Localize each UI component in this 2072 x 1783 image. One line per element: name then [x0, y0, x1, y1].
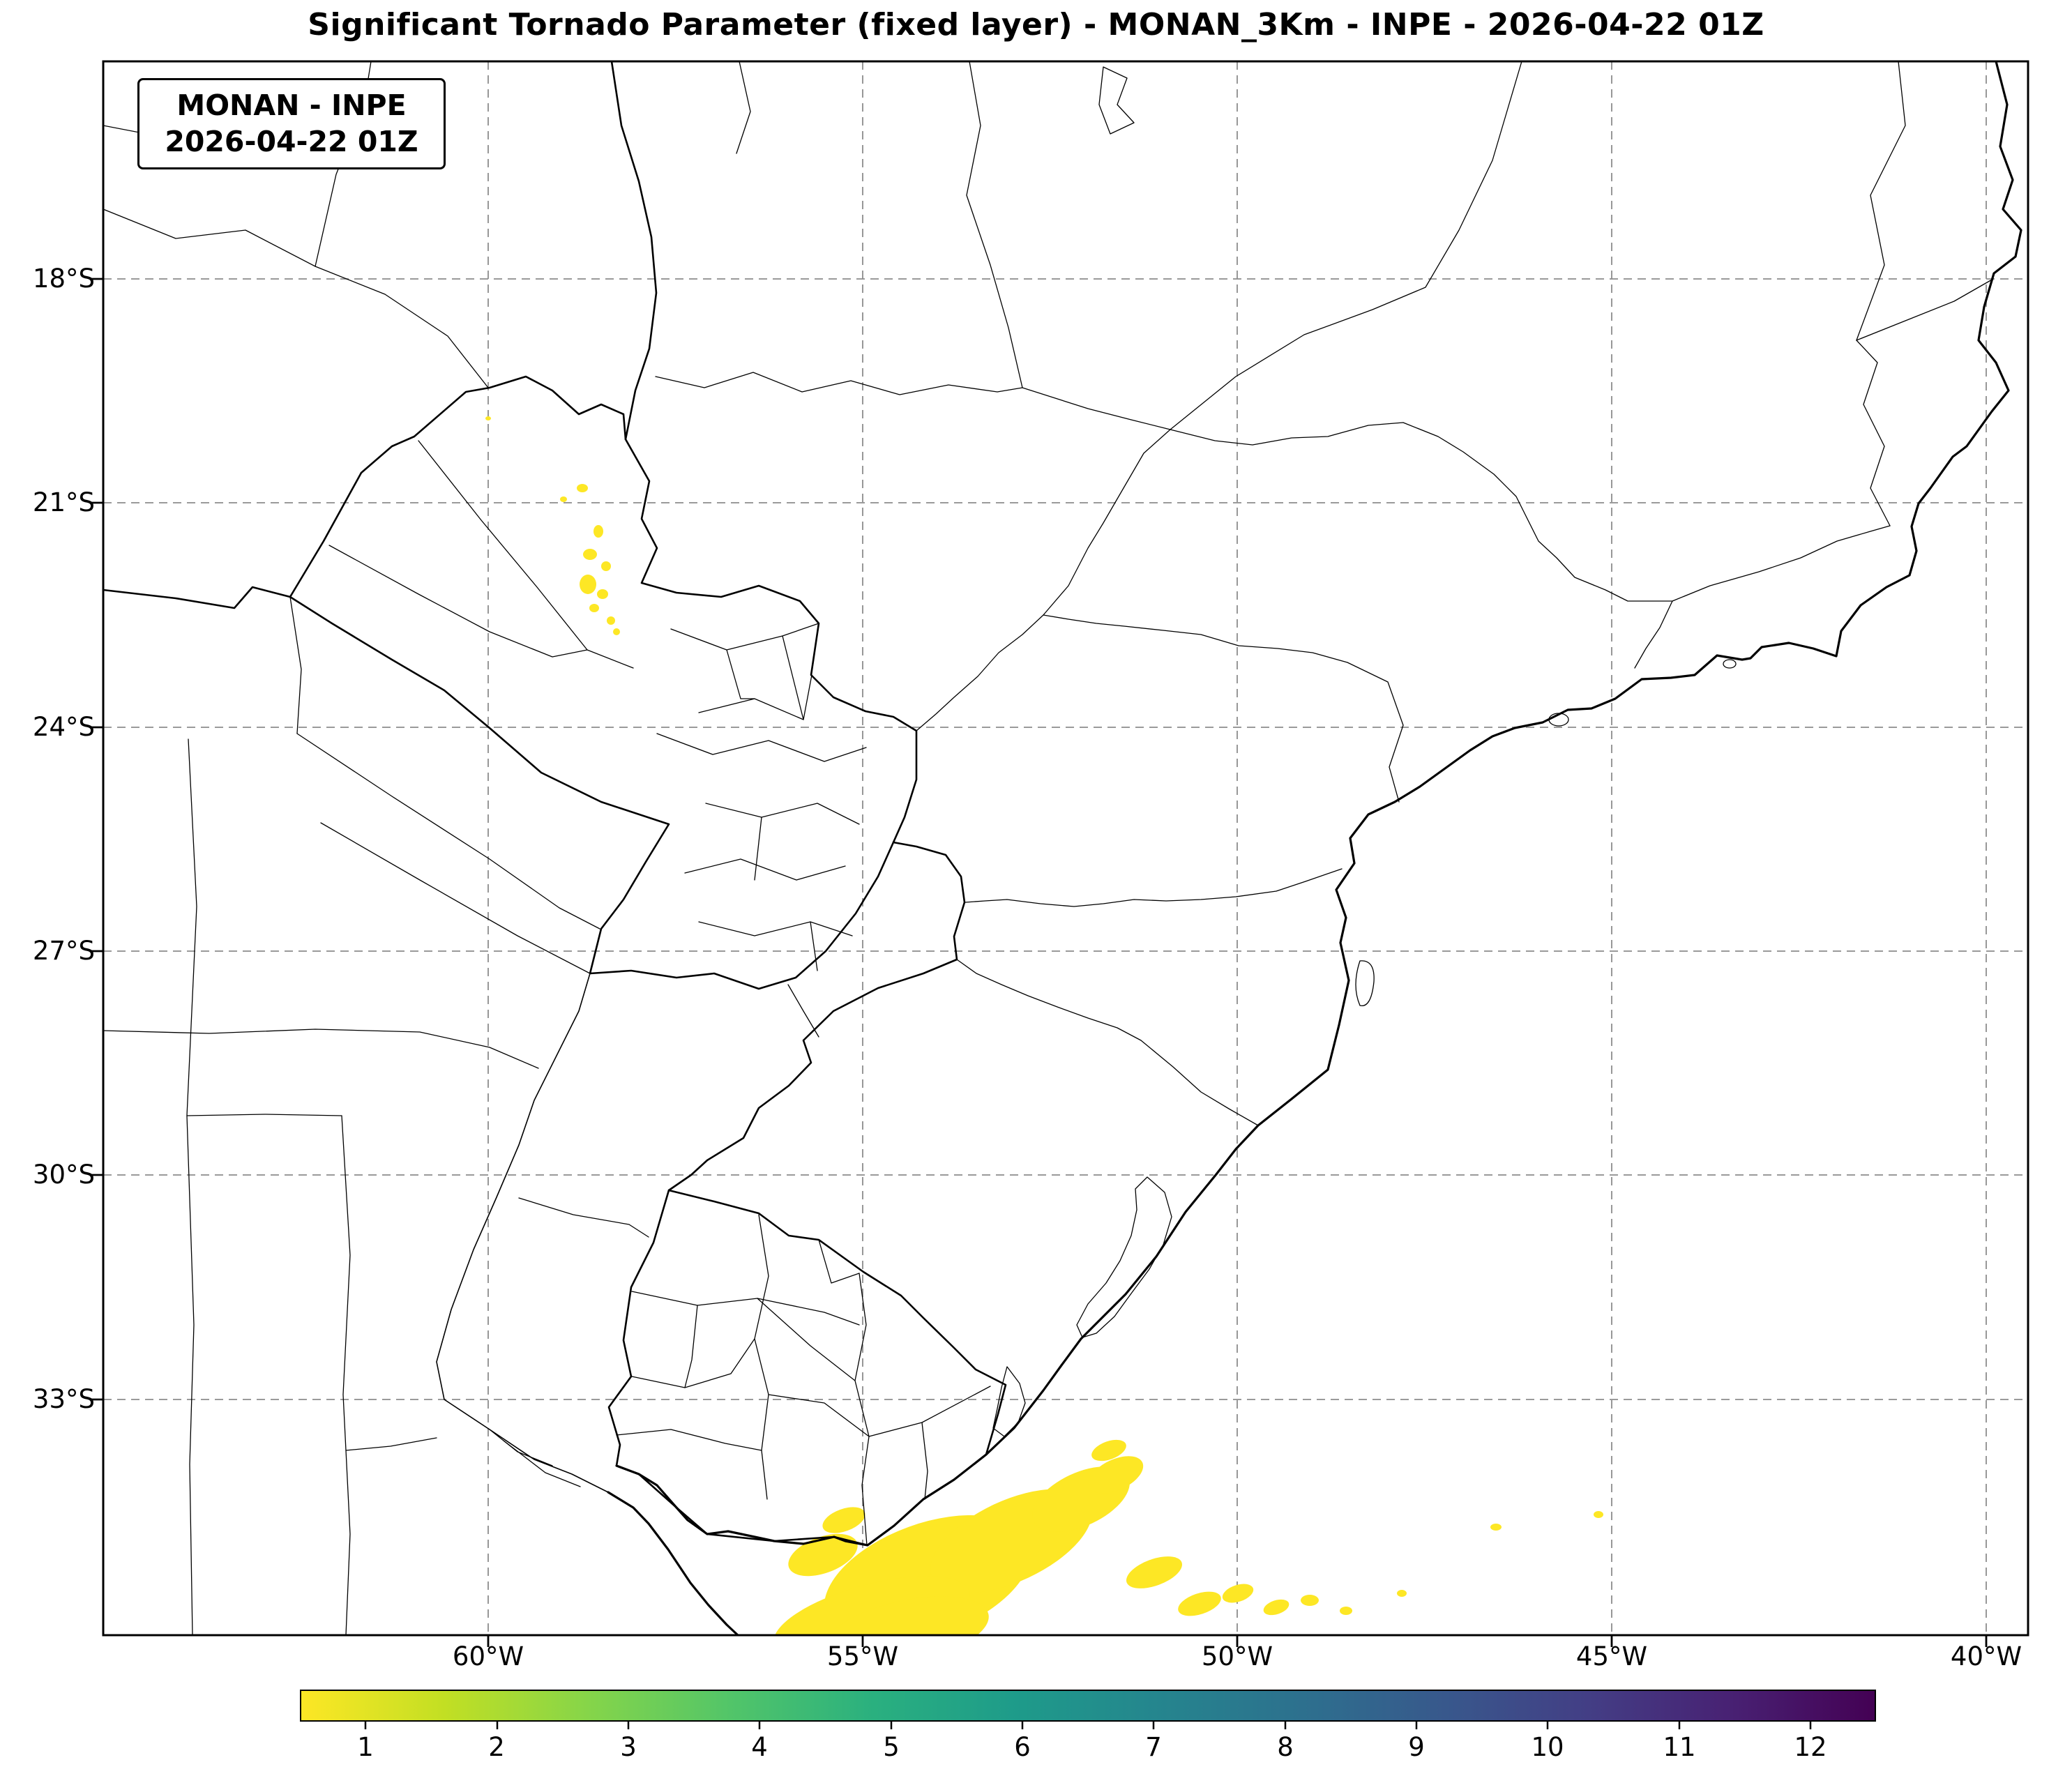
colorbar-tick-9: 9 [1408, 1732, 1425, 1762]
x-tick-label-40w: 40°W [1950, 1641, 2022, 1671]
colorbar-tick-8: 8 [1277, 1732, 1294, 1762]
state-borders [103, 61, 1994, 1635]
y-tick-label-21s: 21°S [32, 487, 95, 517]
y-tick-label-33s: 33°S [32, 1384, 95, 1414]
colorbar-tick-2: 2 [488, 1732, 505, 1762]
y-tick-label-24s: 24°S [32, 712, 95, 742]
paraguay-border [289, 375, 918, 990]
colorbar-tick-1: 1 [357, 1732, 374, 1762]
colorbar-tick-10: 10 [1531, 1732, 1564, 1762]
stp-filled-contours [485, 416, 1603, 1635]
colorbar-tick-3: 3 [620, 1732, 637, 1762]
colorbar-tick-11: 11 [1663, 1732, 1696, 1762]
colorbar-tick-7: 7 [1145, 1732, 1162, 1762]
bolivia-argentina-border [103, 586, 292, 609]
bolivia-brazil-border [610, 61, 658, 441]
x-tick-label-45w: 45°W [1575, 1641, 1648, 1671]
valid-time: 2026-04-22 01Z [165, 125, 418, 159]
colorbar-ticks [364, 1721, 1812, 1729]
y-tick-label-27s: 27°S [32, 936, 95, 966]
axis-ticks [91, 278, 1988, 1647]
colorbar-gradient [300, 1690, 1876, 1722]
country-borders [103, 61, 1007, 1547]
model-name: MONAN - INPE [176, 89, 407, 122]
model-info-box: MONAN - INPE 2026-04-22 01Z [137, 78, 446, 169]
coastline [607, 61, 2022, 1635]
uruguay-border [607, 1189, 1007, 1547]
argentina-brazil-border [667, 841, 966, 1192]
colorbar-tick-12: 12 [1794, 1732, 1827, 1762]
x-tick-label-50w: 50°W [1201, 1641, 1273, 1671]
river-parana [436, 973, 609, 1493]
map-frame [102, 60, 2029, 1637]
x-tick-label-60w: 60°W [452, 1641, 524, 1671]
y-tick-label-18s: 18°S [32, 264, 95, 294]
x-tick-label-55w: 55°W [826, 1641, 899, 1671]
latlon-gridlines [103, 61, 2028, 1635]
page-title: Significant Tornado Parameter (fixed lay… [308, 7, 1764, 43]
colorbar-tick-4: 4 [751, 1732, 768, 1762]
colorbar-tick-6: 6 [1014, 1732, 1031, 1762]
colorbar-tick-5: 5 [883, 1732, 900, 1762]
y-tick-label-30s: 30°S [32, 1160, 95, 1190]
